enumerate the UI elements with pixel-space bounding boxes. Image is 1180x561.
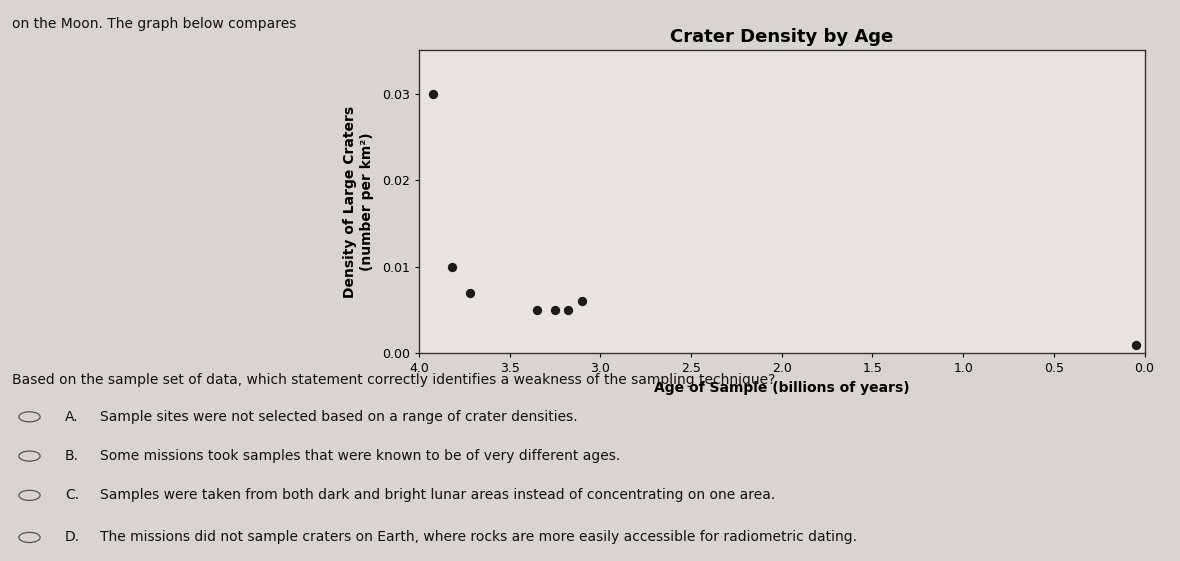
- Point: [460, 288, 479, 297]
- Text: The missions did not sample craters on Earth, where rocks are more easily access: The missions did not sample craters on E…: [100, 531, 858, 544]
- Y-axis label: Density of Large Craters
(number per km²): Density of Large Craters (number per km²…: [343, 106, 374, 298]
- X-axis label: Age of Sample (billions of years): Age of Sample (billions of years): [654, 381, 910, 395]
- Text: Some missions took samples that were known to be of very different ages.: Some missions took samples that were kno…: [100, 449, 621, 463]
- Point: [424, 89, 442, 98]
- Text: on the Moon. The graph below compares: on the Moon. The graph below compares: [12, 17, 296, 31]
- Point: [558, 306, 577, 315]
- Text: D.: D.: [65, 531, 80, 544]
- Text: Sample sites were not selected based on a range of crater densities.: Sample sites were not selected based on …: [100, 410, 578, 424]
- Point: [545, 306, 564, 315]
- Text: A.: A.: [65, 410, 79, 424]
- Title: Crater Density by Age: Crater Density by Age: [670, 28, 893, 46]
- Text: C.: C.: [65, 489, 79, 502]
- Text: Samples were taken from both dark and bright lunar areas instead of concentratin: Samples were taken from both dark and br…: [100, 489, 775, 502]
- Text: Based on the sample set of data, which statement correctly identifies a weakness: Based on the sample set of data, which s…: [12, 373, 775, 387]
- Text: B.: B.: [65, 449, 79, 463]
- Point: [572, 297, 591, 306]
- Point: [1126, 341, 1145, 350]
- Point: [527, 306, 546, 315]
- Point: [442, 263, 461, 272]
